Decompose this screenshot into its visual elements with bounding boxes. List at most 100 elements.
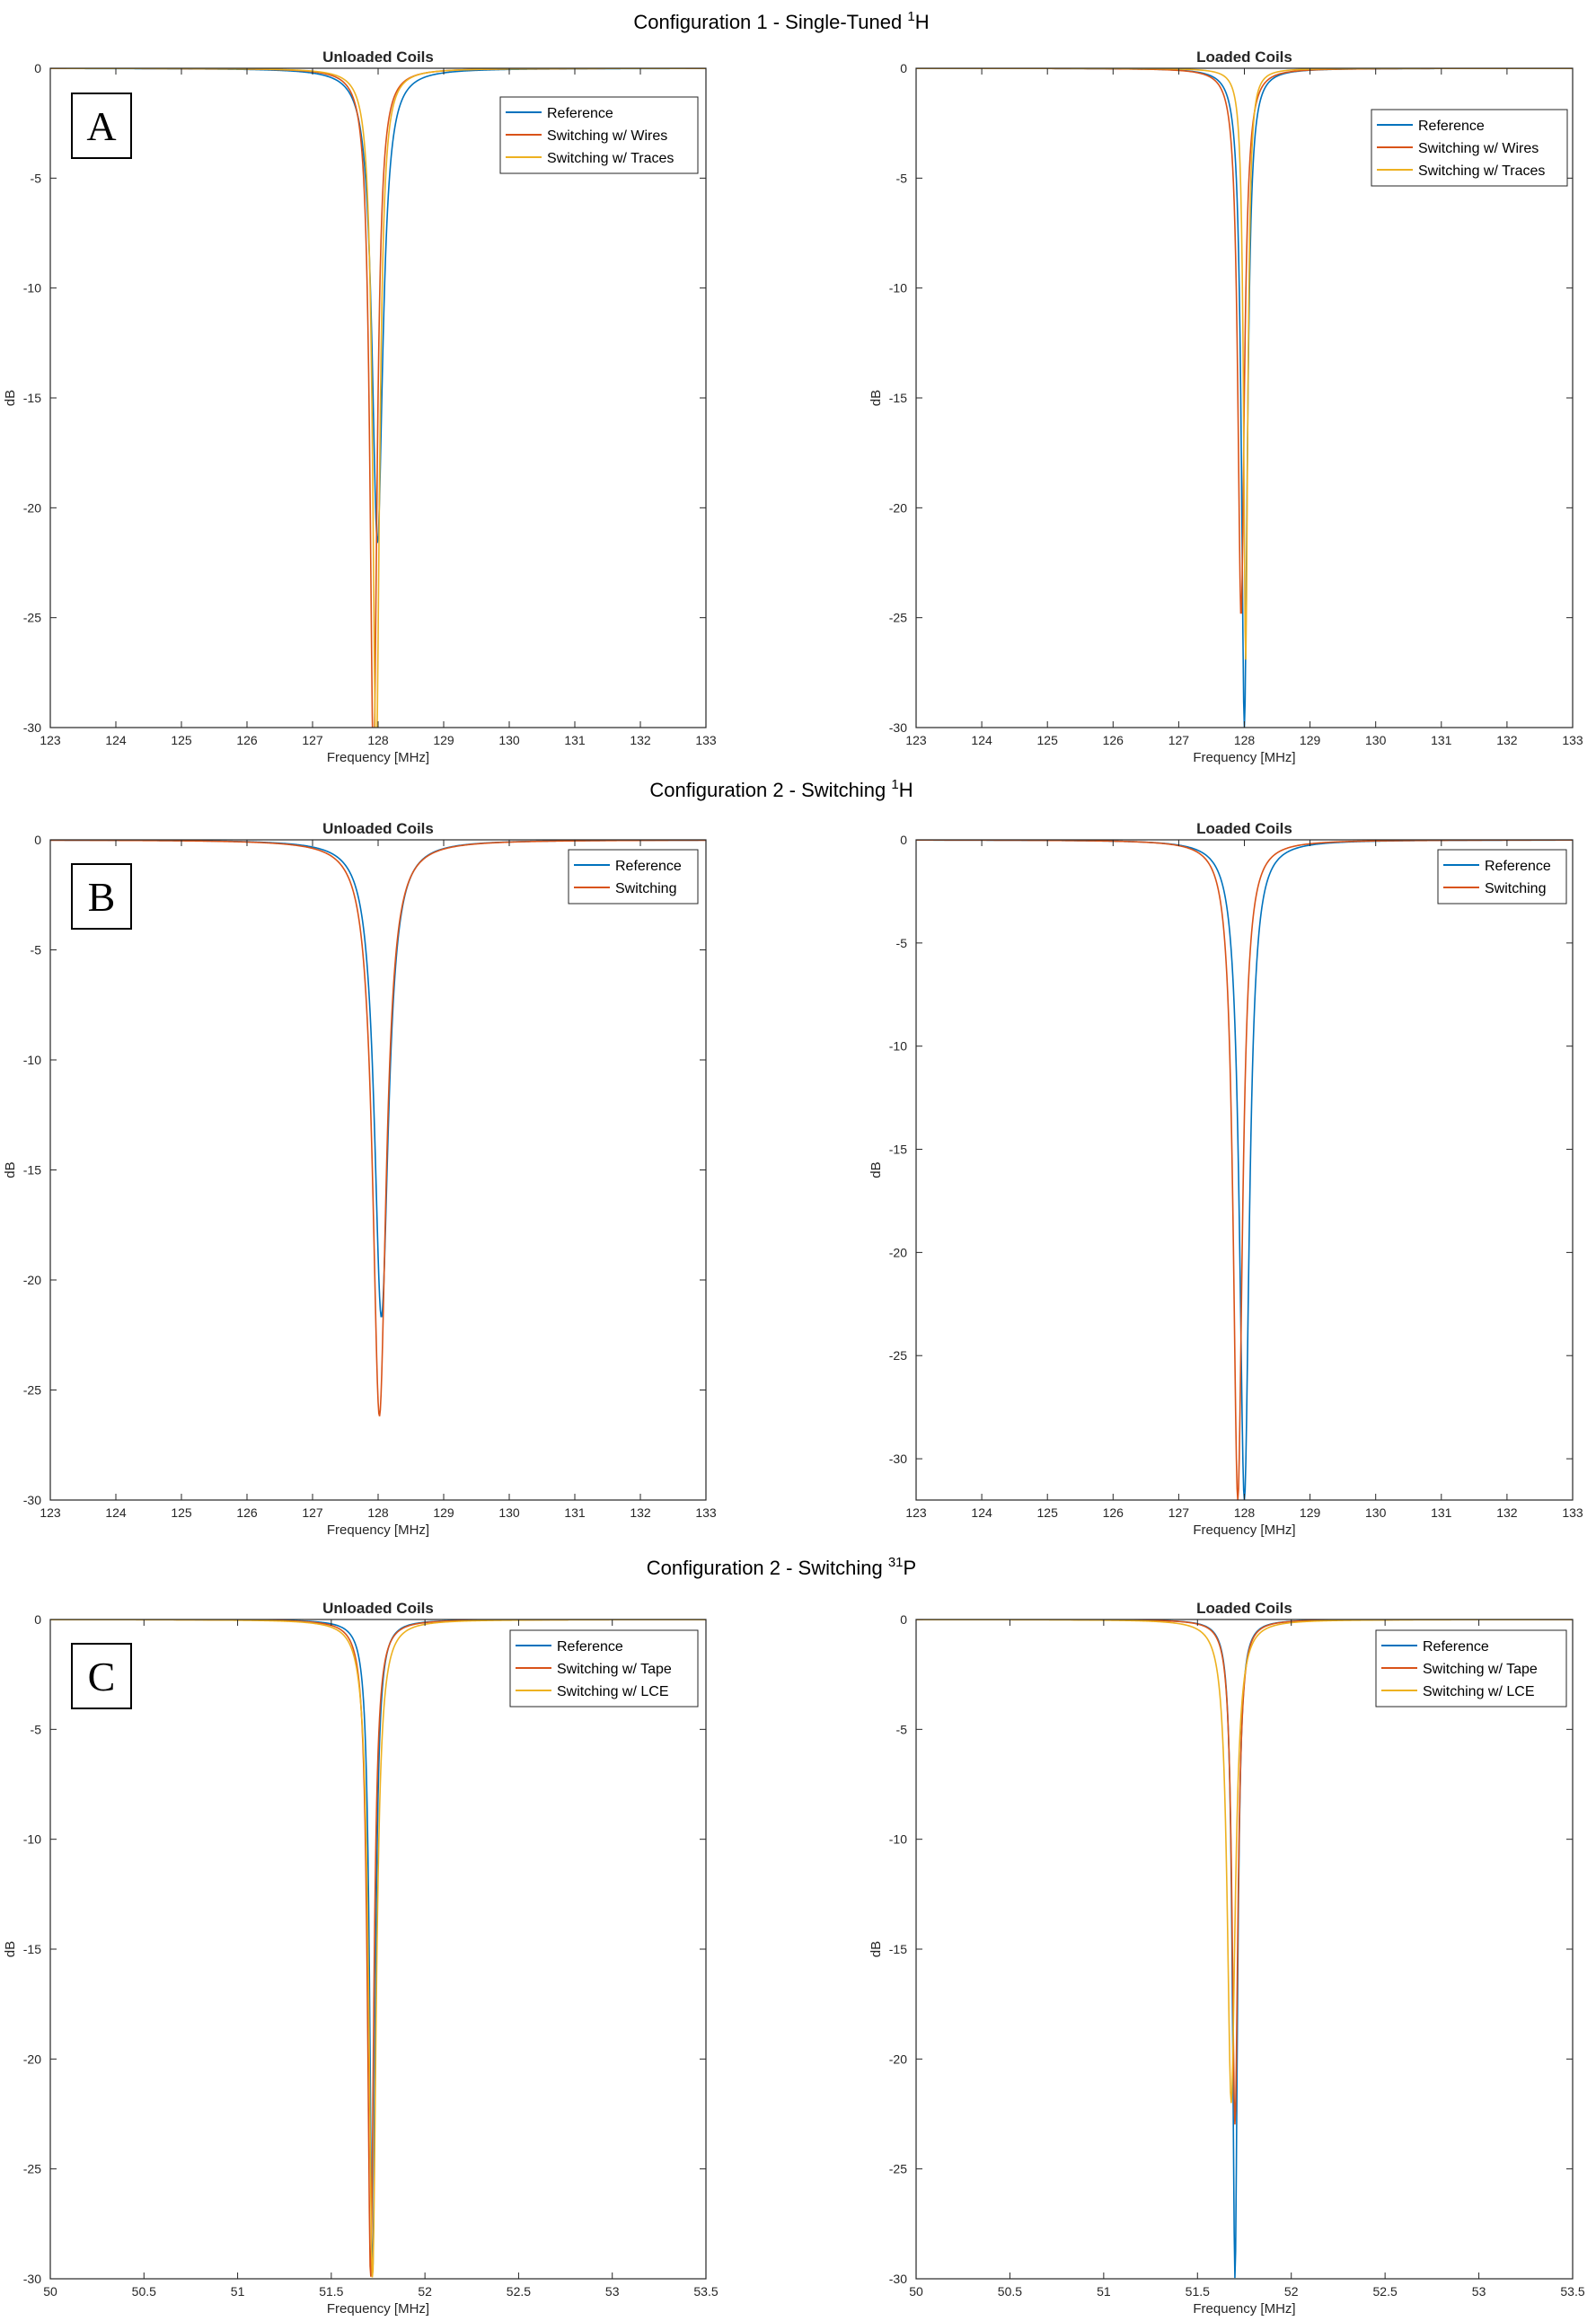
panel-letter: B (88, 874, 116, 920)
legend-entry: Switching w/ Traces (1418, 163, 1545, 179)
chart-title: Loaded Coils (1196, 820, 1292, 837)
y-tick-label: 0 (34, 1612, 41, 1627)
x-tick-label: 131 (1431, 733, 1452, 747)
y-tick-label: -20 (23, 1273, 41, 1287)
series-line-2 (50, 840, 706, 1416)
x-tick-label: 50.5 (132, 2284, 156, 2299)
y-tick-label: -30 (889, 1452, 907, 1466)
y-tick-label: -30 (889, 720, 907, 735)
x-tick-label: 53 (1472, 2284, 1486, 2299)
x-tick-label: 123 (40, 1505, 61, 1520)
chart-title: Loaded Coils (1196, 1600, 1292, 1617)
x-tick-label: 133 (1562, 1505, 1583, 1520)
x-tick-label: 130 (1365, 733, 1387, 747)
y-tick-label: -25 (889, 1348, 907, 1363)
x-tick-label: 133 (1562, 733, 1583, 747)
y-tick-label: -10 (889, 1832, 907, 1847)
x-tick-label: 129 (433, 733, 454, 747)
chart-title: Loaded Coils (1196, 49, 1292, 66)
x-tick-label: 132 (630, 1505, 651, 1520)
x-tick-label: 124 (105, 1505, 127, 1520)
legend: Reference Switching w/ Wires Switching w/ … (1371, 109, 1568, 187)
x-axis-label: Frequency [MHz] (327, 1522, 429, 1538)
y-tick-label: 0 (34, 833, 41, 847)
x-tick-label: 133 (695, 1505, 717, 1520)
x-tick-label: 52.5 (1373, 2284, 1398, 2299)
x-tick-label: 51.5 (319, 2284, 343, 2299)
y-tick-label: 0 (34, 61, 41, 75)
y-tick-label: -15 (23, 1163, 41, 1178)
y-tick-label: 0 (900, 1612, 907, 1627)
y-tick-label: -15 (23, 1942, 41, 1956)
panel-letter-a: A (71, 93, 132, 159)
x-tick-label: 123 (905, 1505, 927, 1520)
legend: Reference Switching w/ Tape Switching w/ L… (1375, 1629, 1567, 1708)
y-tick-label: -10 (23, 1053, 41, 1067)
row-title-1: Configuration 1 - Single-Tuned 1H (633, 9, 929, 33)
y-tick-label: -25 (889, 2162, 907, 2176)
x-axis-label: Frequency [MHz] (327, 2301, 429, 2317)
x-tick-label: 123 (40, 733, 61, 747)
x-tick-label: 131 (564, 733, 586, 747)
y-tick-label: -10 (889, 1039, 907, 1054)
x-tick-label: 123 (905, 733, 927, 747)
legend-entry: Switching w/ Wires (1418, 141, 1539, 156)
x-tick-label: 50 (909, 2284, 923, 2299)
x-tick-label: 131 (564, 1505, 586, 1520)
x-axis-label: Frequency [MHz] (1193, 750, 1295, 765)
panel-letter: A (86, 103, 116, 149)
x-tick-label: 126 (1103, 1505, 1124, 1520)
x-tick-label: 127 (1168, 733, 1190, 747)
y-tick-label: -20 (23, 2052, 41, 2066)
x-axis-label: Frequency [MHz] (1193, 2301, 1295, 2317)
chart-2: Loaded Coils 123 124 125 126 127 128 129 130 131 1… (869, 49, 1583, 765)
y-tick-label: -5 (896, 1722, 908, 1736)
y-tick-label: -15 (889, 1942, 907, 1956)
x-tick-label: 132 (1496, 733, 1518, 747)
y-tick-label: -5 (896, 936, 908, 950)
panel-letter-box (71, 863, 132, 930)
panel-letter-b: B (71, 863, 132, 930)
x-tick-label: 125 (171, 1505, 192, 1520)
y-axis-label: dB (869, 390, 884, 406)
x-tick-label: 51 (231, 2284, 245, 2299)
y-tick-label: -15 (889, 391, 907, 405)
y-axis-label: dB (3, 390, 18, 406)
y-tick-label: -10 (23, 281, 41, 296)
legend-entry: Switching w/ LCE (1423, 1684, 1535, 1699)
y-tick-label: -5 (31, 171, 42, 185)
y-tick-label: -30 (23, 1493, 41, 1507)
x-tick-label: 124 (105, 733, 127, 747)
y-tick-label: -15 (23, 391, 41, 405)
panel-letter-c: C (71, 1643, 132, 1709)
legend-entry: Reference (615, 859, 682, 874)
chart-1: Unloaded Coils 123 124 125 126 127 128 129 130 13… (3, 49, 717, 765)
x-tick-label: 124 (971, 733, 992, 747)
y-tick-label: -10 (889, 281, 907, 296)
x-tick-label: 133 (695, 733, 717, 747)
legend-entry: Reference (547, 106, 613, 121)
x-tick-label: 132 (630, 733, 651, 747)
legend-entry: Switching w/ LCE (557, 1684, 669, 1699)
chart-5: Unloaded Coils 50 50.5 51 51.5 52 52.5 53 53.5 0 -… (3, 1600, 719, 2317)
x-tick-label: 53.5 (693, 2284, 718, 2299)
legend-entry: Reference (557, 1639, 623, 1655)
x-tick-label: 130 (498, 1505, 520, 1520)
x-tick-label: 50 (43, 2284, 57, 2299)
x-tick-label: 51.5 (1186, 2284, 1210, 2299)
x-tick-label: 126 (1103, 733, 1124, 747)
y-tick-label: -5 (896, 171, 908, 185)
y-tick-label: -20 (889, 500, 907, 515)
legend: Reference Switching w/ Tape Switching w/ L… (509, 1629, 699, 1708)
y-tick-label: -30 (23, 720, 41, 735)
x-tick-label: 128 (1234, 1505, 1256, 1520)
y-tick-label: -5 (31, 943, 42, 958)
legend-entry: Switching w/ Tape (1423, 1662, 1538, 1677)
x-tick-label: 130 (498, 733, 520, 747)
x-tick-label: 126 (236, 733, 258, 747)
x-tick-label: 51 (1097, 2284, 1111, 2299)
y-tick-label: -25 (23, 1383, 41, 1398)
x-tick-label: 127 (302, 1505, 323, 1520)
legend: Reference Switching w/ Wires Switching w/ … (499, 96, 699, 174)
